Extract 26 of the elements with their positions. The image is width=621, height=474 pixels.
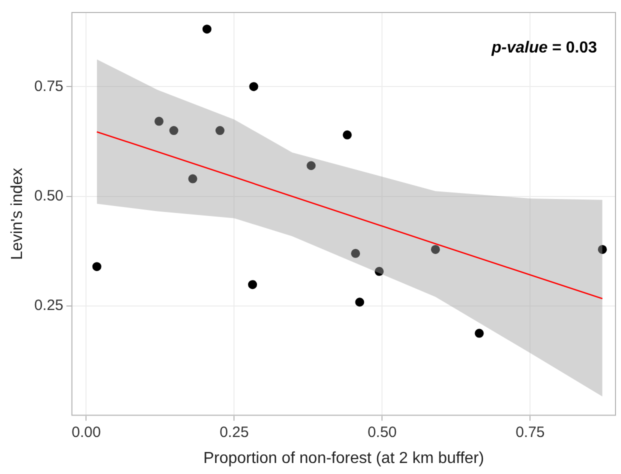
point (248, 280, 258, 290)
annotation: p-value = 0.03 (490, 39, 598, 56)
point (169, 126, 178, 136)
x-tick-label: 0.00 (72, 424, 101, 441)
point (374, 266, 384, 276)
point (342, 130, 352, 140)
point (249, 82, 258, 92)
point (188, 174, 198, 184)
y-axis-title: Levin's index (9, 168, 26, 260)
point (202, 24, 212, 34)
y-tick-label: 0.75 (34, 78, 64, 95)
point (154, 116, 164, 126)
x-tick-label: 0.75 (516, 424, 545, 441)
y-tick-label: 0.25 (34, 297, 64, 314)
point (430, 244, 440, 254)
y-tick-label: 0.50 (34, 187, 64, 204)
x-axis-title: Proportion of non-forest (at 2 km buffer) (203, 450, 484, 467)
point (306, 161, 316, 170)
point (92, 262, 102, 272)
point (351, 248, 360, 258)
point (215, 126, 224, 136)
point (355, 298, 364, 307)
point (474, 328, 484, 338)
x-tick-label: 0.25 (220, 424, 249, 441)
x-tick-label: 0.50 (368, 424, 397, 441)
point (598, 244, 607, 254)
